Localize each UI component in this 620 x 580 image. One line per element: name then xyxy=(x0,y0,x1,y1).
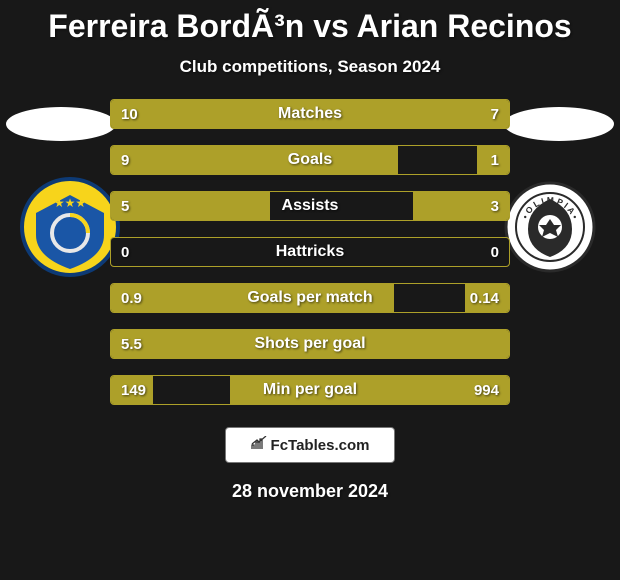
stat-value-right: 0.14 xyxy=(470,284,499,312)
stat-label: Matches xyxy=(111,100,509,128)
halo-left xyxy=(6,107,116,141)
halo-right xyxy=(504,107,614,141)
stat-label: Shots per goal xyxy=(111,330,509,358)
stat-row: 0Hattricks0 xyxy=(110,237,510,267)
page-title: Ferreira BordÃ³n vs Arian Recinos xyxy=(0,0,620,45)
stat-value-right: 994 xyxy=(474,376,499,404)
chart-icon xyxy=(251,436,267,454)
svg-text:★★★: ★★★ xyxy=(54,196,86,210)
stat-value-right: 3 xyxy=(491,192,499,220)
stat-label: Goals xyxy=(111,146,509,174)
club-logo-right: • O L I M P I A • xyxy=(500,177,600,277)
stat-label: Min per goal xyxy=(111,376,509,404)
crest-left-icon: ★★★ xyxy=(20,177,120,277)
crest-right-icon: • O L I M P I A • xyxy=(500,177,600,277)
comparison-area: ★★★ • O L I M P I A • 10Matches79Goals15… xyxy=(0,99,620,405)
stat-value-right: 0 xyxy=(491,238,499,266)
stat-label: Assists xyxy=(111,192,509,220)
stat-row: 5Assists3 xyxy=(110,191,510,221)
stat-label: Goals per match xyxy=(111,284,509,312)
stat-row: 5.5Shots per goal xyxy=(110,329,510,359)
stat-row: 0.9Goals per match0.14 xyxy=(110,283,510,313)
stat-row: 9Goals1 xyxy=(110,145,510,175)
stat-label: Hattricks xyxy=(111,238,509,266)
attribution-text: FcTables.com xyxy=(271,437,370,454)
subtitle: Club competitions, Season 2024 xyxy=(0,57,620,77)
stat-row: 10Matches7 xyxy=(110,99,510,129)
stat-bars: 10Matches79Goals15Assists30Hattricks00.9… xyxy=(110,99,510,405)
stat-value-right: 1 xyxy=(491,146,499,174)
club-logo-left: ★★★ xyxy=(20,177,120,277)
date-label: 28 november 2024 xyxy=(0,481,620,502)
stat-value-right: 7 xyxy=(491,100,499,128)
stat-row: 149Min per goal994 xyxy=(110,375,510,405)
attribution-badge: FcTables.com xyxy=(225,427,395,463)
